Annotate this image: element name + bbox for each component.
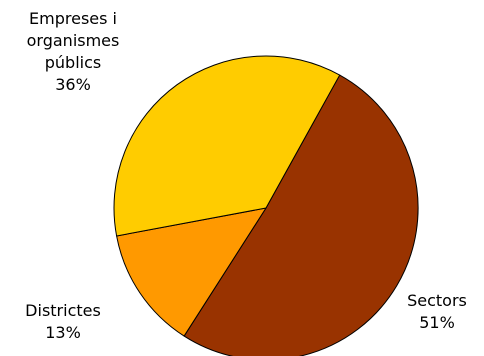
label-sectors-pct: 51% — [419, 313, 455, 332]
label-districtes-pct: 13% — [45, 323, 81, 342]
label-districtes-name: Districtes — [25, 301, 101, 320]
label-sectors: Sectors 51% — [392, 290, 482, 334]
pie-slice-empreses-i-organismes-p-blics — [113, 55, 341, 237]
pie-slice-sectors — [183, 74, 419, 356]
label-districtes: Districtes 13% — [4, 300, 122, 344]
label-empreses-line1: Empreses i — [29, 9, 117, 28]
label-empreses-line2: organismes — [26, 31, 120, 50]
label-empreses-pct: 36% — [55, 75, 91, 94]
label-empreses-line3: públics — [44, 53, 102, 72]
pie-slice-districtes — [116, 207, 267, 337]
label-empreses: Empreses i organismes públics 36% — [8, 8, 138, 96]
label-sectors-name: Sectors — [407, 291, 467, 310]
